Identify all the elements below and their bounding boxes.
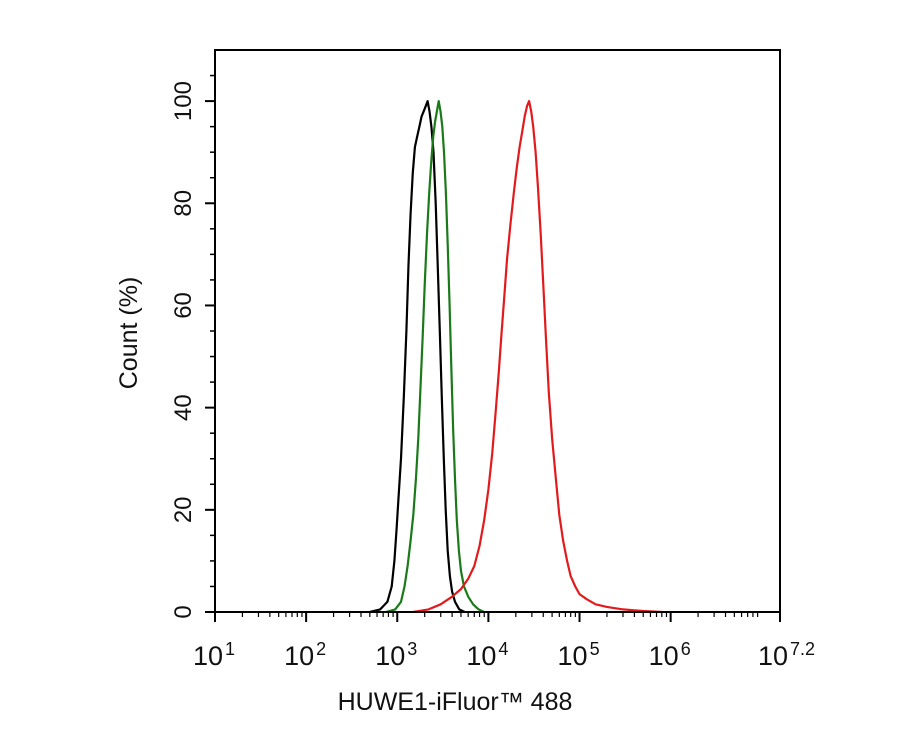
plot-frame (214, 49, 781, 613)
y-axis-ticks: 0 20 40 60 80 100 (170, 81, 215, 619)
x-tick-label: 10 2 (284, 639, 326, 671)
y-tick-label: 60 (170, 292, 197, 319)
x-tick-label: 10 6 (649, 639, 691, 671)
histogram-curves (369, 100, 662, 614)
y-minor-ticks (210, 74, 215, 588)
y-tick-label: 100 (170, 81, 197, 121)
x-tick-label: 10 4 (466, 639, 508, 671)
y-tick-label: 80 (170, 190, 197, 217)
x-axis-label: HUWE1-iFluor™ 488 (338, 688, 573, 716)
x-axis-ticks: 10 1 10 2 10 3 10 4 10 5 10 6 10 7.2 (193, 612, 815, 671)
x-tick-label: 10 5 (558, 639, 600, 671)
histogram-curve-3 (413, 100, 662, 614)
y-tick-label: 40 (170, 394, 197, 421)
x-minor-ticks (241, 612, 759, 617)
histogram-curve-1 (369, 100, 466, 614)
x-tick-label: 10 1 (193, 639, 235, 671)
x-tick-label: 10 3 (375, 639, 417, 671)
histogram-curve-2 (385, 100, 485, 614)
x-tick-label: 10 7.2 (758, 639, 815, 671)
y-tick-label: 0 (170, 605, 197, 618)
y-tick-label: 20 (170, 496, 197, 523)
y-axis-label: Count (%) (115, 277, 143, 390)
